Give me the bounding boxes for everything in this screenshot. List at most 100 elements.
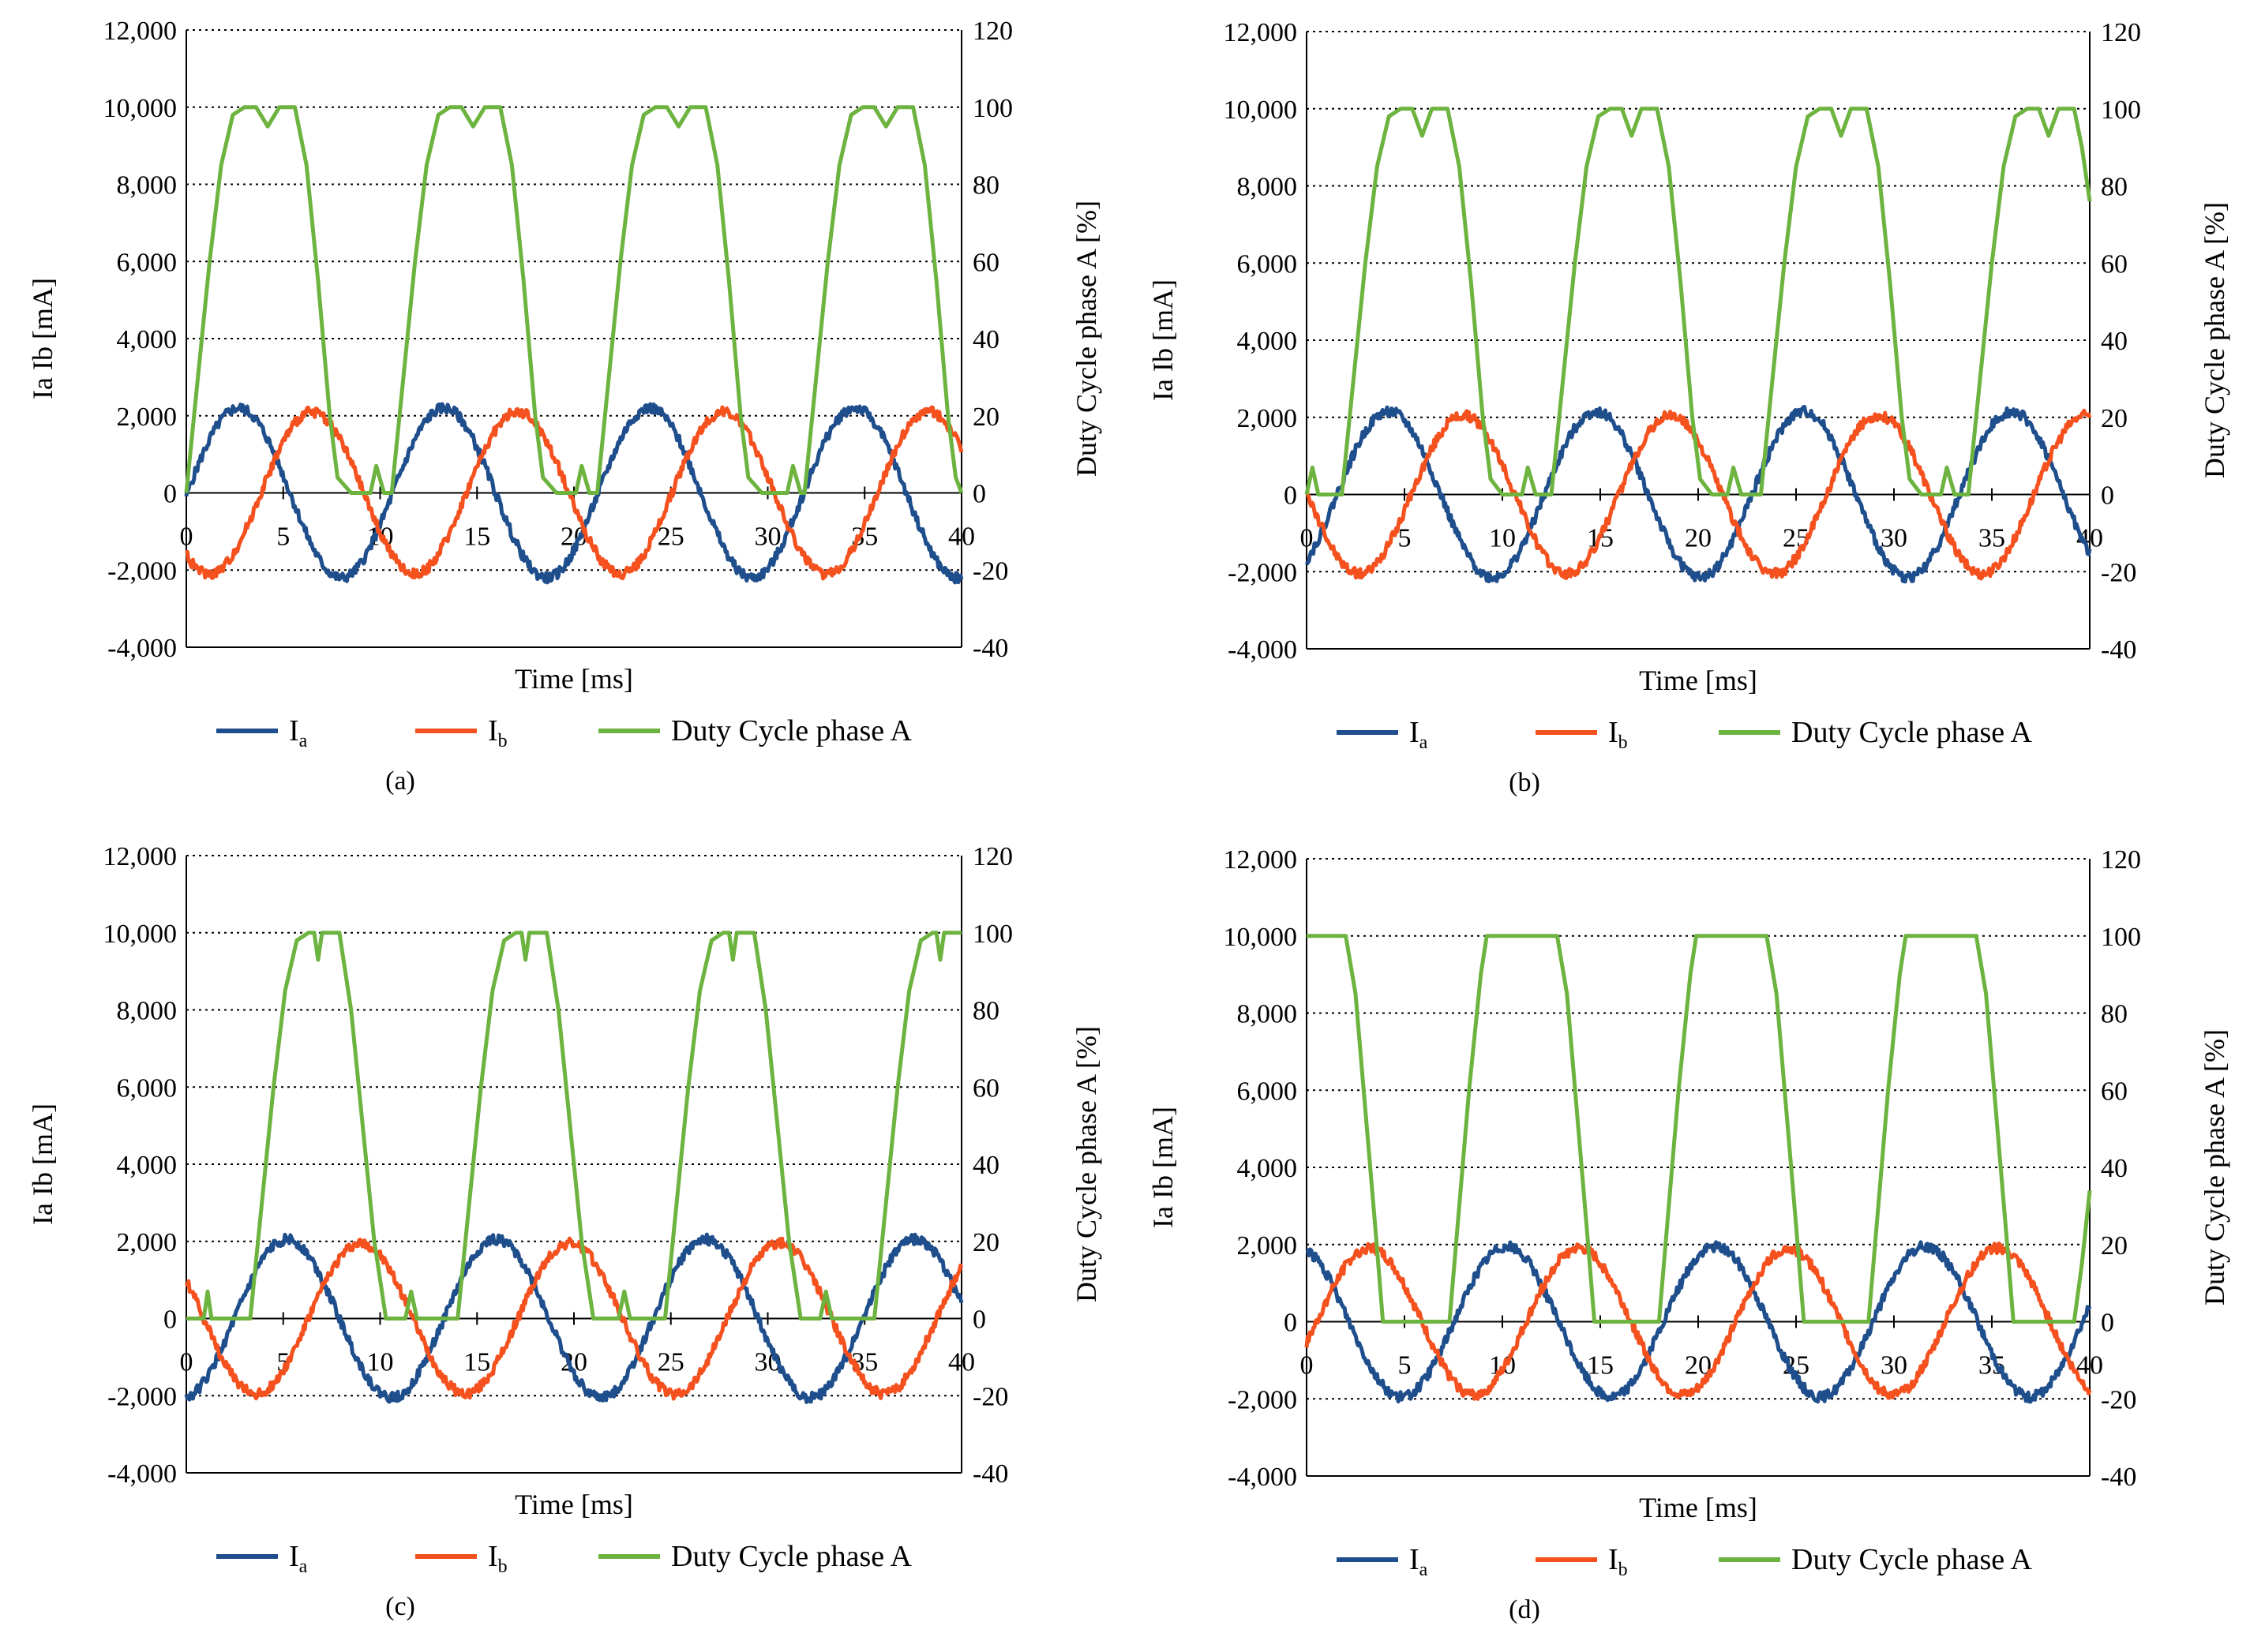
chart-caption: (b)	[1509, 768, 1540, 797]
x-tick-label: 15	[463, 1348, 490, 1377]
legend-label: Ib	[1608, 1543, 1628, 1580]
x-tick-label: 0	[180, 523, 193, 552]
y-tick-label: 6,000	[117, 1073, 178, 1103]
y2-tick-label: 40	[973, 325, 999, 354]
y2-tick-label: 80	[2101, 1000, 2128, 1029]
y2-tick-label: 0	[973, 480, 986, 509]
series-line-ib	[185, 405, 964, 581]
series-line-ia	[184, 1232, 964, 1404]
y-tick-label: 4,000	[117, 325, 178, 354]
chart-svg: -4,000 -40-2,000 -200 02,000 204,000 406,000 6…	[27, 17, 1102, 796]
x-axis-label: Time [ms]	[515, 1489, 633, 1520]
legend-subscript: a	[299, 1556, 308, 1577]
chart-panel-2: -4,000 -40 -2,000 -20 0 0 2,000 20 4,000 40 6,000 6…	[1125, 0, 2250, 826]
y-tick-label: 2,000	[1237, 1231, 1298, 1261]
y2-tick-label: 0	[2101, 1309, 2114, 1338]
y-tick-label: 2,000	[1237, 404, 1298, 433]
x-tick-label: 15	[1587, 1351, 1614, 1380]
y2-tick-label: 120	[2101, 845, 2141, 875]
x-tick-label: 0	[180, 1348, 193, 1377]
y2-tick-label: 0	[973, 1305, 986, 1335]
series-line-duty	[1307, 934, 2092, 1324]
y2-tick-label: 80	[973, 997, 999, 1026]
y-axis-label: Ia Ib [mA]	[27, 1103, 58, 1225]
y-tick-label: 6,000	[1237, 249, 1298, 279]
y-tick-label: 12,000	[1224, 845, 1298, 875]
y-tick-label: 4,000	[1237, 327, 1298, 356]
y2-tick-label: 0	[2101, 481, 2114, 511]
series-line-ib	[1304, 1241, 2092, 1401]
y-axis-label: Ia Ib [mA]	[1147, 1107, 1179, 1228]
chart-caption: (c)	[385, 1592, 415, 1621]
x-tick-label: 5	[276, 523, 290, 552]
series-line-ib	[1305, 408, 2092, 581]
x-tick-label: 15	[463, 523, 490, 552]
y2-tick-label: 120	[973, 842, 1013, 871]
chart-svg: -4,000 -40-2,000 -200 02,000 204,000 406,000 6…	[1147, 845, 2230, 1624]
y2-tick-label: 100	[2101, 96, 2141, 125]
x-tick-label: 25	[658, 523, 684, 552]
y-tick-label: 12,000	[1224, 18, 1298, 47]
y2-tick-label: 60	[2101, 1077, 2128, 1106]
legend-subscript: b	[1618, 1560, 1628, 1580]
y-tick-label: 0	[1284, 481, 1297, 511]
y2-tick-label: -20	[973, 1382, 1008, 1411]
y-tick-label: 4,000	[1237, 1154, 1298, 1183]
legend-label: Duty Cycle phase A	[671, 1540, 913, 1573]
legend-subscript: a	[1419, 732, 1428, 753]
y2-tick-label: 40	[2101, 1154, 2128, 1183]
series-line-duty	[186, 931, 962, 1320]
y2-tick-label: 120	[2101, 18, 2141, 47]
x-tick-label: 0	[1300, 524, 1314, 553]
y2-tick-label: -40	[973, 634, 1008, 663]
y-tick-label: 12,000	[103, 17, 178, 46]
series-line-duty	[1304, 107, 2092, 496]
y-tick-label: 8,000	[117, 997, 178, 1026]
y-tick-label: 8,000	[117, 171, 178, 200]
chart-caption: (a)	[385, 766, 415, 796]
y2-tick-label: -40	[2101, 1463, 2136, 1492]
y-tick-label: 10,000	[103, 94, 178, 123]
chart-panel-1: -4,000 -40 -2,000 -20 0 0 2,000 20 4,000 40 6,000 6…	[0, 0, 1125, 826]
legend-label: Ia	[1409, 1543, 1428, 1580]
y2-tick-label: 80	[973, 171, 999, 200]
y-tick-label: 4,000	[117, 1151, 178, 1180]
y2-tick-label: 100	[973, 94, 1013, 123]
legend-label: Duty Cycle phase A	[1791, 1543, 2033, 1576]
y-tick-label: 6,000	[1237, 1077, 1298, 1106]
legend-subscript: b	[498, 731, 508, 751]
y2-axis-label: Duty Cycle phase A [%]	[1071, 1026, 1102, 1302]
chart-svg: -4,000 -40-2,000 -200 02,000 204,000 406,000 6…	[1147, 18, 2230, 797]
y-tick-label: 10,000	[1224, 923, 1298, 952]
y-tick-label: 2,000	[117, 403, 178, 432]
x-axis-label: Time [ms]	[1639, 665, 1757, 696]
x-tick-label: 10	[367, 1348, 394, 1377]
x-tick-label: 35	[1978, 524, 2005, 553]
y-tick-label: -4,000	[1228, 635, 1297, 665]
legend-label: Ia	[289, 1540, 308, 1577]
x-tick-label: 40	[2076, 1351, 2103, 1380]
x-tick-label: 30	[755, 523, 782, 552]
y2-tick-label: -40	[2101, 635, 2136, 665]
y-tick-label: 0	[163, 1305, 177, 1335]
y2-tick-label: -20	[2101, 1385, 2136, 1414]
legend-subscript: b	[1618, 732, 1628, 753]
series-line-ia	[184, 402, 964, 585]
chart-svg: -4,000 -40-2,000 -200 02,000 204,000 406,000 6…	[27, 842, 1102, 1621]
x-tick-label: 40	[948, 523, 975, 552]
x-axis-label: Time [ms]	[515, 663, 633, 695]
series-line-ia	[1304, 405, 2092, 584]
y-axis-label: Ia Ib [mA]	[1147, 279, 1179, 401]
y2-tick-label: 100	[973, 920, 1013, 949]
y2-tick-label: 20	[973, 403, 999, 432]
y-tick-label: -4,000	[107, 1459, 177, 1489]
y2-tick-label: 60	[973, 248, 999, 277]
y2-tick-label: 80	[2101, 173, 2128, 202]
legend-label: Ib	[488, 1540, 508, 1577]
y-tick-label: -4,000	[1228, 1463, 1297, 1492]
x-tick-label: 25	[658, 1348, 684, 1377]
x-tick-label: 20	[1685, 524, 1712, 553]
y2-axis-label: Duty Cycle phase A [%]	[2199, 1029, 2230, 1305]
legend-label: Ib	[488, 714, 508, 751]
y-tick-label: 0	[1284, 1309, 1297, 1338]
